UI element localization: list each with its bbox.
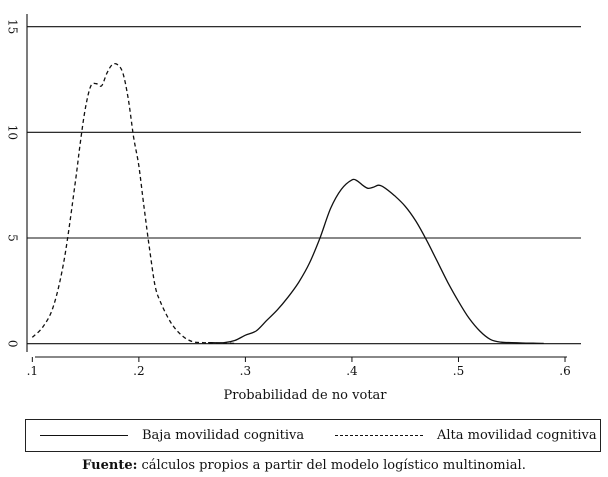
x-tick-label-0.5: .5 (453, 364, 464, 378)
y-tick-label-5: 5 (6, 234, 20, 242)
y-tick-label-15: 15 (6, 19, 20, 34)
source-caption: Fuente: cálculos propios a partir del mo… (0, 458, 608, 473)
y-tick-label-10: 10 (6, 125, 20, 140)
series-line-alta (31, 63, 235, 345)
series-line-baja (208, 178, 544, 345)
x-tick-label-0.4: .4 (346, 364, 358, 378)
legend-label-baja: Baja movilidad cognitiva (142, 428, 305, 443)
x-axis-label: Probabilidad de no votar (223, 388, 387, 403)
legend-item-alta: Alta movilidad cognitiva (335, 420, 597, 451)
legend-solid-line-icon (40, 435, 128, 436)
gridlines (27, 26, 581, 345)
caption-text: cálculos propios a partir del modelo log… (137, 458, 526, 473)
legend-dashed-line-icon (335, 435, 423, 436)
x-tick-label-0.2: .2 (133, 364, 144, 378)
y-tick-label-0: 0 (6, 340, 20, 348)
x-tick-label-0.6: .6 (559, 364, 570, 378)
x-tick-label-0.3: .3 (240, 364, 251, 378)
x-tick-label-0.1: .1 (27, 364, 38, 378)
legend-label-alta: Alta movilidad cognitiva (437, 428, 597, 443)
legend: Baja movilidad cognitiva Alta movilidad … (25, 419, 601, 452)
axes: 0 5 10 15 .1 .2 .3 .4 .5 .6 (6, 14, 571, 378)
legend-item-baja: Baja movilidad cognitiva (40, 420, 304, 451)
caption-label: Fuente: (82, 458, 138, 473)
density-chart: 0 5 10 15 .1 .2 .3 .4 .5 .6 Probabilidad de no vo… (6, 14, 581, 403)
series-lines (31, 63, 544, 345)
